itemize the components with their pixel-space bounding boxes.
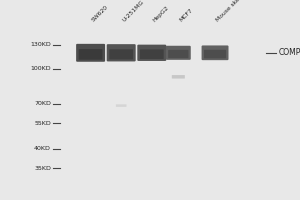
Text: 35KD: 35KD (34, 165, 51, 170)
FancyBboxPatch shape (76, 44, 105, 62)
Text: Mouse skeletal muscle: Mouse skeletal muscle (215, 0, 267, 23)
FancyBboxPatch shape (166, 46, 191, 60)
Text: 55KD: 55KD (34, 121, 51, 126)
Text: 100KD: 100KD (30, 66, 51, 71)
Text: COMP: COMP (279, 48, 300, 57)
FancyBboxPatch shape (172, 75, 185, 79)
FancyBboxPatch shape (204, 50, 226, 58)
Text: 40KD: 40KD (34, 146, 51, 151)
Text: SW620: SW620 (91, 5, 109, 23)
FancyBboxPatch shape (202, 45, 229, 60)
Text: MCF7: MCF7 (178, 8, 194, 23)
Text: U-251MG: U-251MG (121, 0, 145, 23)
FancyBboxPatch shape (79, 49, 103, 60)
Text: 70KD: 70KD (34, 101, 51, 106)
FancyBboxPatch shape (109, 49, 133, 59)
FancyBboxPatch shape (107, 44, 136, 61)
Text: HepG2: HepG2 (152, 5, 170, 23)
FancyBboxPatch shape (168, 50, 188, 58)
FancyBboxPatch shape (116, 104, 127, 107)
FancyBboxPatch shape (140, 49, 164, 59)
Text: 130KD: 130KD (30, 42, 51, 47)
FancyBboxPatch shape (137, 45, 166, 61)
